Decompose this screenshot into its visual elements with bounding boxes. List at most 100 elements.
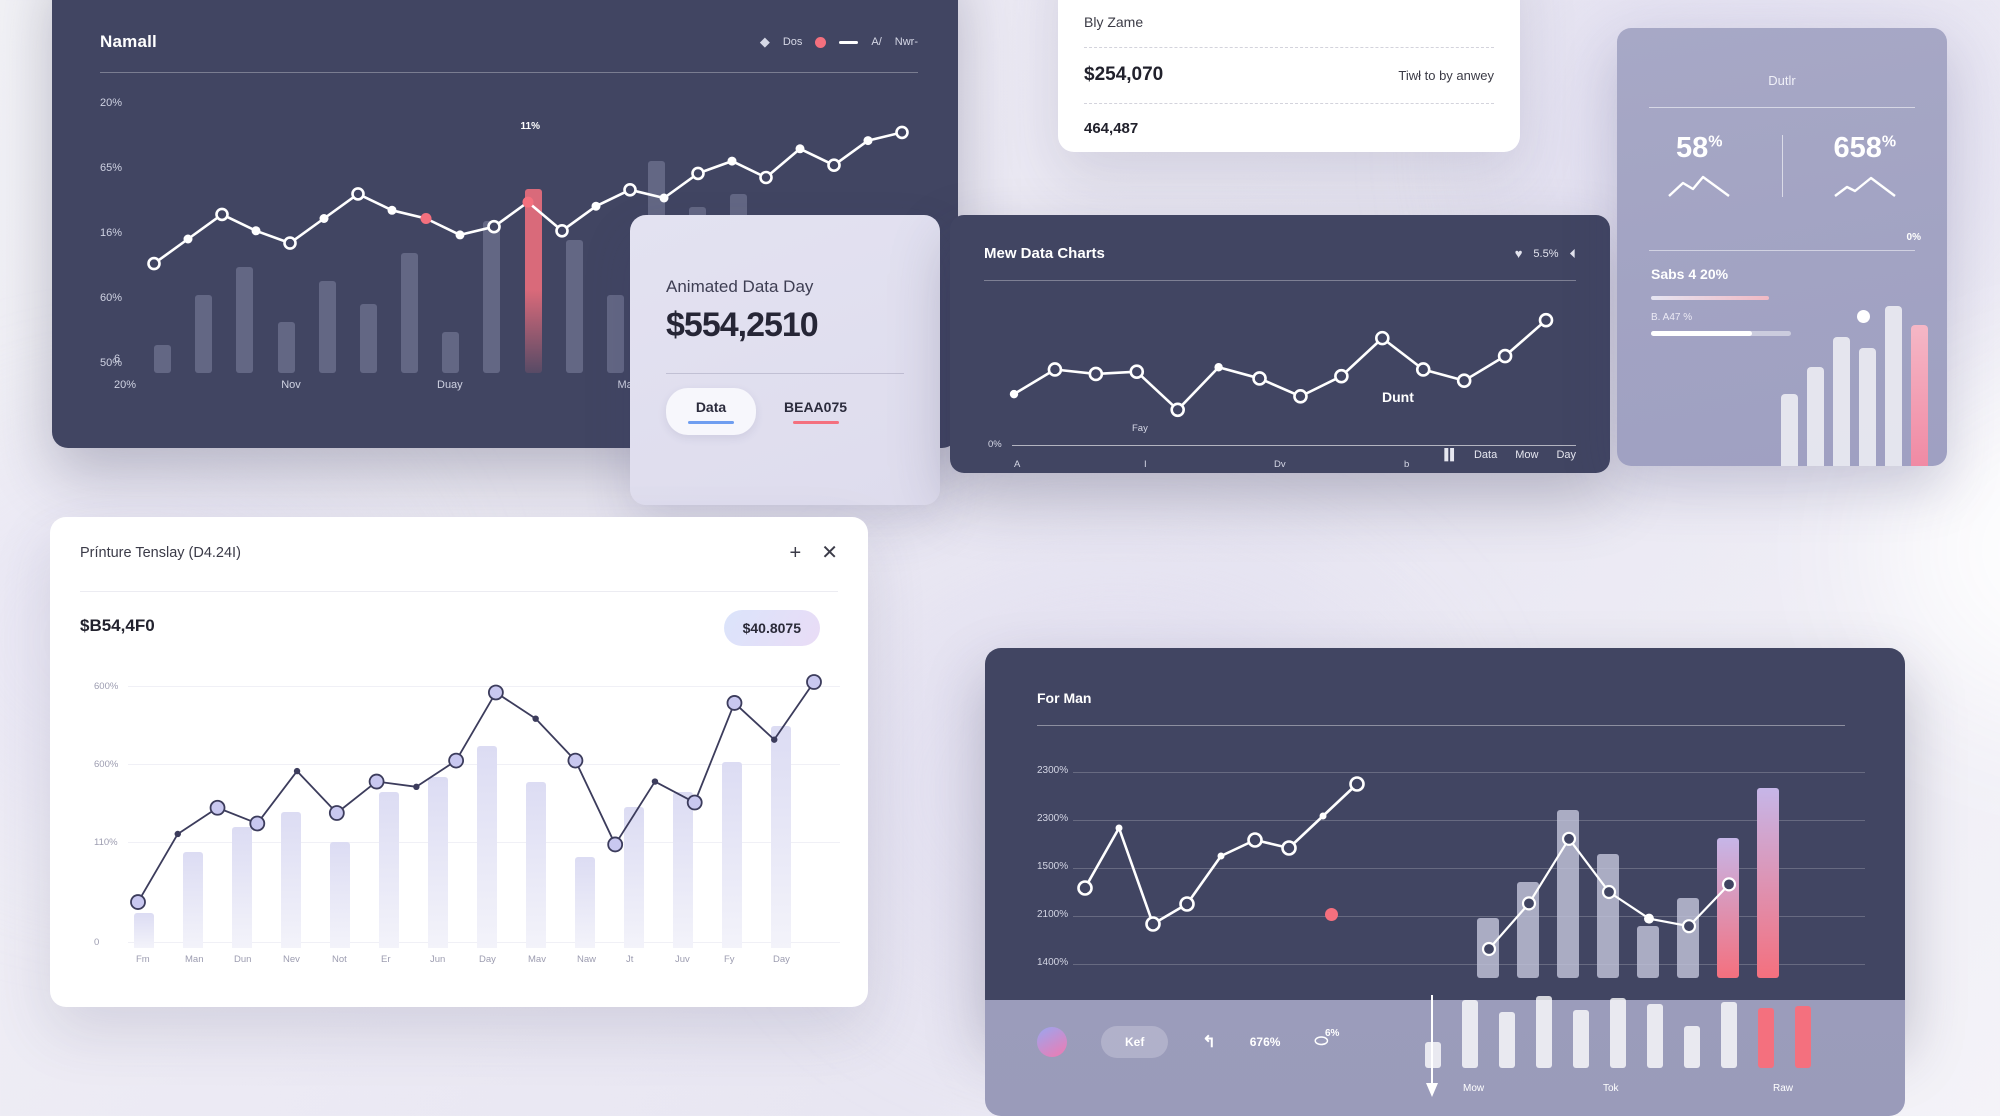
tensley-x-label: Mav [528,954,546,965]
avatar[interactable] [1037,1027,1067,1057]
ellipse-icon[interactable]: ⬭ [1314,1033,1329,1050]
tensley-amount: $B54,4F0 [80,616,155,635]
footer-data[interactable]: Data [1473,449,1498,461]
mew-point-label: Fay [1132,423,1148,434]
bar [1637,926,1659,978]
progress-bar-bottom[interactable] [1651,331,1791,336]
bar-value-label: 11% [520,121,540,132]
metric-left: 58% [1617,132,1782,199]
metrics-panel-card: Dutlr 58% 658% 0% Sabs 4 20% B. A47 % [1617,28,1947,466]
footer-day[interactable]: Day [1556,449,1576,461]
footer-mow[interactable]: Mow [1515,449,1539,461]
bar [771,726,791,948]
divider [1649,107,1915,108]
mew-actions[interactable]: ♥ 5.5% ⏴ [1515,246,1576,262]
tab-data[interactable]: Data [666,388,756,435]
tensley-x-label: Not [332,954,347,965]
forman-title: For Man [1037,690,1092,706]
toolbar-value: 676% [1249,1035,1281,1049]
bar [1795,1006,1811,1068]
summary-card: Bly Zame $254,070 Tiwł to by anwey 464,4… [1058,0,1520,152]
bar [606,294,624,373]
tensley-x-label: Er [381,954,391,965]
metrics-bar-chart [1777,236,1947,466]
legend-label-a: A/ [871,36,882,48]
bar [1677,898,1699,978]
bar [1536,996,1552,1068]
metric-left-value: 58% [1676,132,1723,164]
animated-amount: $554,2510 [666,306,819,344]
overview-title: Namall [100,32,157,51]
animated-tabs: Data BEAA075 [666,388,904,435]
gridline [1073,916,1865,917]
overview-y-label: 20% [100,97,123,109]
bar [575,857,595,948]
progress-bar-top[interactable] [1651,296,1769,300]
summary-primary-note: Tiwł to by anwey [1398,68,1494,83]
mew-x-label: Dv [1274,459,1286,470]
bar [1684,1026,1700,1068]
tab-beaa075[interactable]: BEAA075 [762,388,869,435]
toolbar-bar-label: Mow [1463,1083,1485,1094]
tensley-x-label: Day [773,954,790,965]
overview-x-label: Nov [281,379,301,391]
overview-legend[interactable]: ◆ Dos A/ Nwr- [760,34,918,50]
tensley-y-label: 110% [94,837,118,848]
tensley-x-label: Day [479,954,496,965]
bar [526,781,546,948]
animated-title: Animated Data Day [666,277,814,296]
divider [100,72,918,73]
summary-secondary-value: 464,487 [1084,120,1139,137]
overview-y-label: 65% [100,162,123,174]
metric-right: 658% [1783,132,1948,199]
tensley-title: Prínture Tenslay (D4.24I) [80,545,241,561]
tensley-header: Prínture Tenslay (D4.24I) + ✕ [50,517,868,563]
forman-y-label: 2300% [1037,765,1069,776]
animated-data-card: Animated Data Day $554,2510 Data BEAA075 [630,215,940,505]
bar [565,239,583,373]
tensley-x-label: Fy [724,954,735,965]
bar [1610,998,1626,1068]
bar [1557,810,1579,978]
bar [277,322,295,373]
bar [673,791,693,948]
close-icon[interactable]: ✕ [821,542,838,564]
tensley-x-label: Dun [234,954,252,965]
bar [1499,1012,1515,1068]
bar [483,221,501,373]
data-point-dot [1857,310,1870,323]
divider [1649,250,1915,251]
plus-icon[interactable]: + [789,542,802,564]
overview-header: Namall ◆ Dos A/ Nwr- [52,0,958,52]
heart-icon[interactable]: ♥ [1514,246,1523,261]
bar [1781,393,1798,466]
metrics-zero-label: 0% [1906,232,1921,243]
tensley-y-label: 0 [94,937,100,948]
bar [1859,348,1876,466]
mew-footer[interactable]: ▌▌ Data Mow Day [1444,449,1576,461]
bar [195,294,213,373]
metrics-title: Dutlr [1768,73,1796,88]
tab-data-label: Data [695,399,727,415]
toolbar-pill[interactable]: Kef [1101,1026,1169,1058]
tensley-x-label: Fm [136,954,150,965]
tab-underline [792,421,839,424]
forman-y-label: 1500% [1037,861,1069,872]
metric-right-value: 658% [1833,132,1897,164]
bar [236,267,254,373]
overview-x-label: 20% [114,379,137,391]
mew-x-label: I [1144,459,1147,470]
toolbar-bar-chart: Mow Tok Raw [1415,996,1885,1116]
bar [442,331,460,373]
mew-title: Mew Data Charts [984,245,1105,262]
overview-x-label: Duay [437,379,463,391]
diamond-icon: ◆ [759,34,770,49]
bar [401,253,418,373]
vertical-divider [1781,134,1783,197]
dashed-divider [1084,103,1494,104]
bars-icon[interactable]: ▌▌ [1444,449,1458,461]
undo-icon[interactable]: ↰ [1202,1034,1216,1051]
forman-card: For Man 2300%2300%1500%2100%1400% BE4,54… [985,648,1905,1116]
flag-icon[interactable]: ⏴ [1569,245,1577,261]
bar [1721,1002,1737,1068]
